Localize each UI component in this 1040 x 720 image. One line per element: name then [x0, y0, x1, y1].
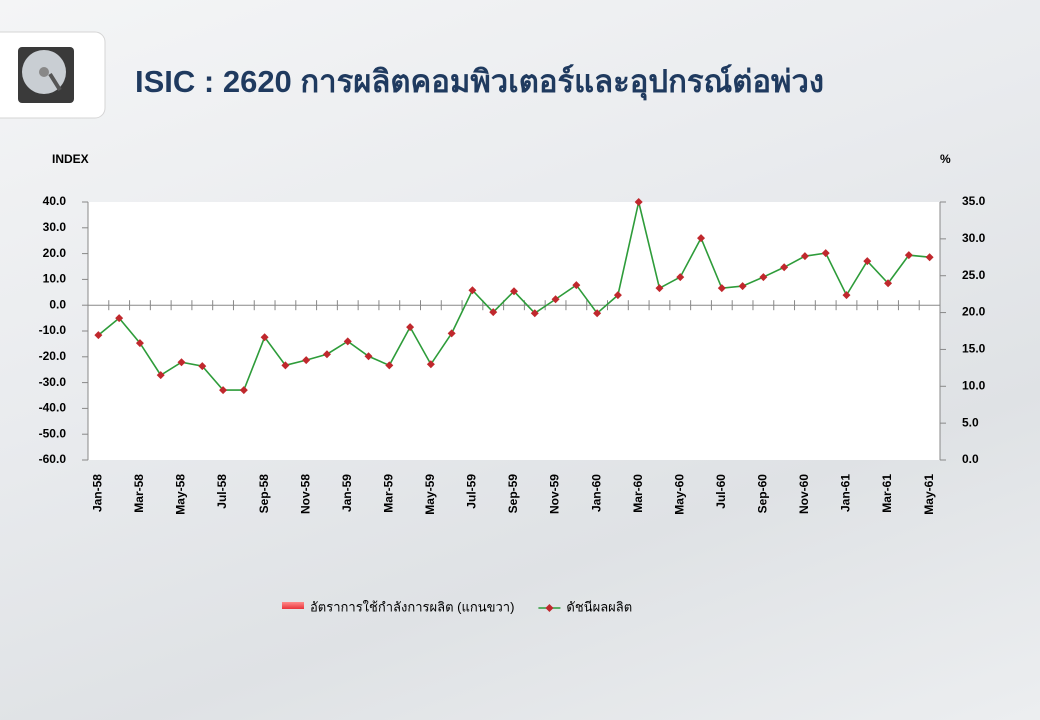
marker	[115, 314, 124, 323]
x-tick-label: Jan-61	[839, 474, 853, 512]
x-tick-label: Mar-60	[631, 474, 645, 513]
x-tick-label: Mar-61	[880, 474, 894, 513]
y-tick-label: 10.0	[43, 272, 67, 286]
x-tick-label: Jan-58	[91, 474, 105, 512]
marker	[426, 360, 435, 369]
x-tick-label: May-60	[672, 474, 686, 515]
y-axis-title: INDEX	[52, 152, 89, 166]
x-tick-label: Jan-60	[589, 474, 603, 512]
chart-title: ISIC : 2620 การผลิตคอมพิวเตอร์และอุปกรณ์…	[135, 64, 824, 101]
icon-box	[0, 31, 106, 119]
y2-tick-label: 0.0	[962, 452, 979, 466]
marker	[489, 308, 498, 317]
plot-area	[88, 202, 940, 460]
marker	[842, 291, 851, 300]
marker	[177, 358, 186, 367]
marker	[655, 284, 664, 293]
y2-tick-label: 30.0	[962, 231, 986, 245]
marker	[593, 309, 602, 318]
marker	[821, 249, 830, 258]
y-tick-label: 30.0	[43, 220, 67, 234]
marker	[198, 362, 207, 371]
x-tick-label: Jul-58	[215, 474, 229, 509]
marker	[634, 198, 643, 206]
marker	[364, 352, 373, 361]
marker	[510, 287, 518, 296]
x-tick-label: Sep-60	[756, 474, 770, 514]
marker	[884, 279, 893, 288]
marker	[302, 356, 311, 365]
y2-axis-title: %	[940, 152, 951, 166]
marker	[572, 281, 581, 290]
marker	[530, 309, 539, 318]
marker	[322, 350, 331, 359]
y-tick-label: 20.0	[43, 246, 67, 260]
legend-label: อัตราการใช้กำลังการผลิต (แกนขวา)	[310, 599, 514, 614]
marker	[385, 361, 394, 370]
x-tick-label: Nov-60	[797, 474, 811, 514]
y2-tick-label: 10.0	[962, 378, 986, 392]
marker	[281, 361, 290, 370]
x-tick-label: Sep-58	[257, 474, 271, 514]
legend-swatch	[282, 602, 304, 609]
legend-marker	[545, 604, 554, 612]
marker	[904, 251, 913, 260]
marker	[780, 263, 789, 272]
marker	[219, 386, 228, 395]
x-tick-label: May-59	[423, 474, 437, 515]
marker	[759, 273, 768, 282]
y2-tick-label: 35.0	[962, 194, 986, 208]
marker	[800, 252, 809, 261]
x-tick-label: Nov-58	[298, 474, 312, 514]
y-tick-label: -10.0	[39, 323, 67, 337]
x-tick-label: Jan-59	[340, 474, 354, 512]
y2-tick-label: 20.0	[962, 305, 986, 319]
marker	[863, 257, 872, 266]
marker	[717, 284, 726, 293]
y2-tick-label: 25.0	[962, 268, 986, 282]
marker	[925, 253, 934, 262]
marker	[239, 386, 248, 395]
x-tick-label: Sep-59	[506, 474, 520, 514]
x-tick-label: Jul-60	[714, 474, 728, 509]
marker	[676, 273, 685, 282]
marker	[406, 323, 415, 332]
x-tick-label: Nov-59	[548, 474, 562, 514]
y-tick-label: -40.0	[39, 401, 67, 415]
marker	[135, 339, 144, 348]
marker	[94, 331, 103, 340]
marker	[343, 337, 352, 346]
x-tick-label: May-58	[174, 474, 188, 515]
y-tick-label: -50.0	[39, 426, 67, 440]
y2-tick-label: 5.0	[962, 415, 979, 429]
marker	[613, 291, 622, 300]
marker	[447, 329, 456, 338]
marker	[260, 333, 269, 342]
y-tick-label: 40.0	[43, 194, 67, 208]
marker	[738, 282, 747, 291]
y-tick-label: -20.0	[39, 349, 67, 363]
y2-tick-label: 15.0	[962, 342, 986, 356]
y-tick-label: -60.0	[39, 452, 67, 466]
x-tick-label: May-61	[922, 474, 936, 515]
legend-label: ดัชนีผลผลิต	[566, 599, 632, 614]
x-tick-label: Jul-59	[465, 474, 479, 509]
marker	[697, 234, 706, 243]
y-tick-label: -30.0	[39, 375, 67, 389]
marker	[156, 371, 165, 380]
x-tick-label: Mar-58	[132, 474, 146, 513]
marker	[468, 286, 477, 295]
marker	[551, 295, 560, 304]
y-tick-label: 0.0	[49, 297, 66, 311]
x-tick-label: Mar-59	[381, 474, 395, 513]
